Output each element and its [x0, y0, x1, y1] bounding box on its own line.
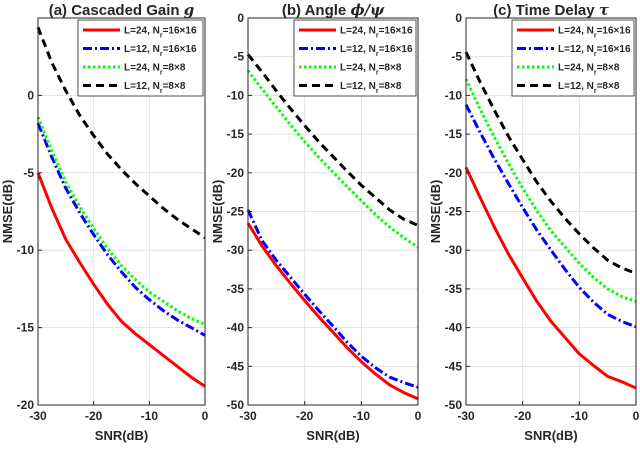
legend-label: L=24, Nr=8×8 — [558, 63, 620, 77]
legend-label: L=24, Nr=8×8 — [124, 63, 186, 77]
chart-title: (a) Cascaded Gain g — [49, 1, 195, 19]
y-tick-label: -20 — [17, 398, 35, 412]
x-tick-label: -10 — [141, 409, 159, 423]
series-line-3 — [36, 116, 206, 326]
legend-box — [511, 19, 635, 97]
x-tick-label: -30 — [29, 409, 47, 423]
y-tick-label: -50 — [227, 398, 245, 412]
y-tick-label: -15 — [227, 127, 245, 141]
x-tick-label: 0 — [633, 409, 640, 423]
y-tick-label: -25 — [445, 205, 463, 219]
series-line-3 — [464, 78, 637, 303]
series-line-1 — [464, 166, 637, 390]
series-line-2 — [36, 122, 206, 337]
axes-box — [37, 17, 206, 406]
y-tick-label: 0 — [455, 11, 462, 25]
legend-label: L=12, Nr=16×16 — [124, 44, 197, 58]
y-tick-label: 0 — [237, 11, 244, 25]
y-tick-label: -5 — [451, 50, 462, 64]
y-tick-label: -30 — [445, 243, 463, 257]
chart-panel-2: -30 -20 -10 0-50-45-40-35-30-25-20-15-10-50… — [210, 1, 422, 443]
chart-title: (c) Time Delay τ — [493, 1, 610, 19]
legend-label: L=24, Nr=16×16 — [340, 26, 413, 40]
y-axis-label: NMSE(dB) — [428, 180, 443, 244]
legend-label: L=12, Nr=8×8 — [340, 81, 402, 95]
legend: L=24, Nr=16×16 L=12, Nr=16×16 L=24, Nr=8×8… — [511, 19, 635, 97]
x-tick-label: -20 — [514, 409, 532, 423]
y-axis-label: NMSE(dB) — [210, 180, 225, 244]
legend-label: L=12, Nr=8×8 — [558, 81, 620, 95]
y-tick-label: -10 — [445, 88, 463, 102]
y-tick-label: -40 — [227, 321, 245, 335]
series-line-4 — [246, 53, 419, 227]
x-tick-label: -30 — [457, 409, 475, 423]
legend-label: L=12, Nr=16×16 — [558, 44, 631, 58]
legend-box — [77, 19, 204, 97]
x-tick-label: 0 — [415, 409, 422, 423]
series-line-2 — [246, 209, 419, 389]
x-axis-label: SNR(dB) — [306, 428, 359, 443]
x-tick-label: -30 — [239, 409, 257, 423]
y-tick-label: -45 — [445, 359, 463, 373]
y-tick-label: -5 — [23, 166, 34, 180]
legend: L=24, Nr=16×16 L=12, Nr=16×16 L=24, Nr=8×8… — [77, 19, 204, 97]
y-tick-label: -15 — [17, 321, 35, 335]
legend-label: L=12, Nr=8×8 — [124, 81, 186, 95]
y-tick-label: -10 — [17, 243, 35, 257]
y-tick-label: -45 — [227, 359, 245, 373]
legend-label: L=12, Nr=16×16 — [340, 44, 413, 58]
chart-panel-1: -30 -20 -10 0-20-15-10-50SNR(dB)NMSE(dB)(a)… — [0, 1, 209, 443]
y-tick-label: -35 — [445, 282, 463, 296]
y-tick-label: -20 — [445, 166, 463, 180]
series-line-4 — [36, 26, 206, 240]
x-axis-label: SNR(dB) — [524, 428, 577, 443]
legend-label: L=24, Nr=16×16 — [124, 26, 197, 40]
y-tick-label: -5 — [233, 50, 244, 64]
series-line-1 — [246, 222, 419, 401]
chart-title: (b) Angle ϕ/ψ — [282, 1, 385, 19]
y-tick-label: -35 — [227, 282, 245, 296]
legend-label: L=24, Nr=8×8 — [340, 63, 402, 77]
series-line-1 — [36, 172, 206, 388]
legend: L=24, Nr=16×16 L=12, Nr=16×16 L=24, Nr=8×8… — [293, 19, 417, 97]
y-tick-label: -25 — [227, 205, 245, 219]
y-tick-label: -10 — [227, 88, 245, 102]
x-axis-label: SNR(dB) — [95, 428, 148, 443]
x-tick-label: -10 — [571, 409, 589, 423]
x-tick-label: -10 — [353, 409, 371, 423]
y-tick-label: -50 — [445, 398, 463, 412]
legend-box — [293, 19, 417, 97]
x-tick-label: -20 — [296, 409, 314, 423]
y-axis-label: NMSE(dB) — [0, 180, 15, 244]
x-tick-label: -20 — [85, 409, 103, 423]
y-tick-label: -30 — [227, 243, 245, 257]
y-tick-label: -15 — [445, 127, 463, 141]
y-tick-label: -40 — [445, 321, 463, 335]
series-line-4 — [464, 51, 637, 275]
x-tick-label: 0 — [202, 409, 209, 423]
legend-label: L=24, Nr=16×16 — [558, 26, 631, 40]
y-tick-label: -20 — [227, 166, 245, 180]
chart-panel-3: -30 -20 -10 0-50-45-40-35-30-25-20-15-10-50… — [428, 1, 640, 443]
series-line-3 — [246, 69, 419, 249]
y-tick-label: 0 — [27, 88, 34, 102]
